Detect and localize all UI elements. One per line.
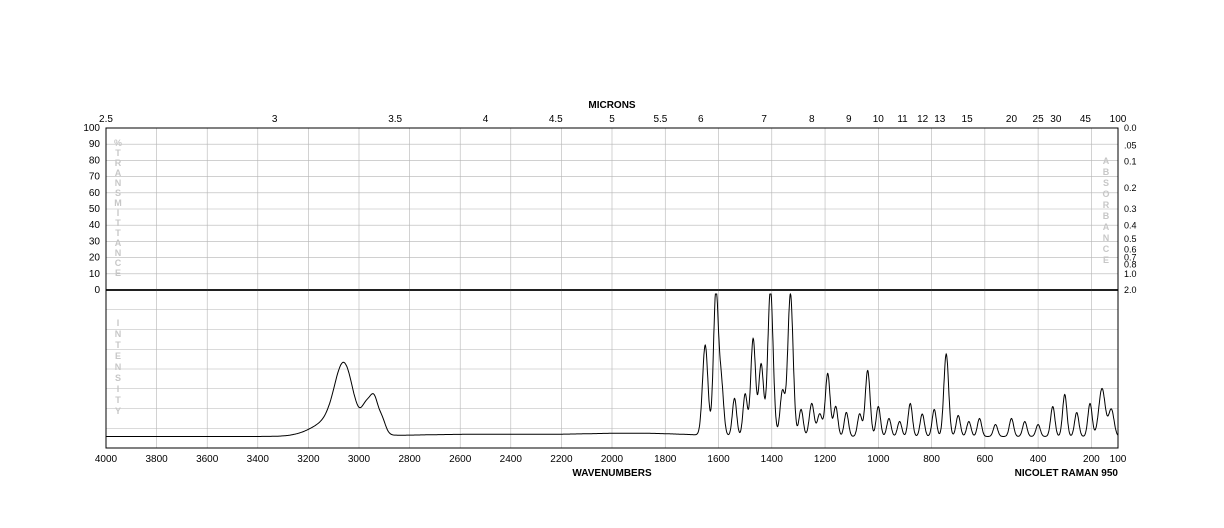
- wn-tick: 2400: [500, 454, 523, 465]
- abs-tick: .05: [1124, 141, 1137, 151]
- ghost-letter: A: [115, 168, 122, 178]
- ghost-letter: T: [115, 340, 121, 350]
- ghost-letter: A: [115, 238, 122, 248]
- ghost-letter: N: [115, 178, 122, 188]
- ghost-letter: %: [114, 138, 122, 148]
- ghost-letter: B: [1103, 167, 1110, 177]
- micron-tick: 15: [962, 114, 974, 125]
- ghost-letter: E: [115, 351, 121, 361]
- wn-tick: 1000: [867, 454, 890, 465]
- abs-tick: 0.2: [1124, 183, 1137, 193]
- trans-tick: 10: [89, 269, 101, 280]
- ghost-letter: C: [1103, 244, 1110, 254]
- ghost-letter: S: [1103, 178, 1109, 188]
- micron-tick: 3.5: [388, 114, 402, 125]
- trans-tick: 70: [89, 172, 101, 183]
- ghost-letter: S: [115, 373, 121, 383]
- ghost-letter: N: [1103, 233, 1110, 243]
- wn-tick: 1600: [707, 454, 730, 465]
- wn-tick: 1400: [761, 454, 784, 465]
- abs-tick: 0.3: [1124, 204, 1137, 214]
- ghost-letter: T: [115, 228, 121, 238]
- micron-tick: 4: [483, 114, 489, 125]
- ghost-letter: I: [117, 384, 120, 394]
- wn-tick: 4000: [95, 454, 118, 465]
- wn-tick: 1800: [654, 454, 677, 465]
- wn-tick: 2000: [601, 454, 624, 465]
- micron-tick: 25: [1033, 114, 1045, 125]
- wn-tick: 2800: [398, 454, 421, 465]
- micron-tick: 45: [1080, 114, 1092, 125]
- micron-tick: 12: [917, 114, 929, 125]
- micron-tick: 7: [761, 114, 767, 125]
- ghost-letter: Y: [115, 406, 121, 416]
- ghost-letter: N: [115, 329, 122, 339]
- micron-tick: 6: [698, 114, 704, 125]
- micron-tick: 13: [934, 114, 946, 125]
- wn-tick: 2200: [550, 454, 573, 465]
- micron-tick: 9: [846, 114, 852, 125]
- ghost-letter: O: [1102, 189, 1109, 199]
- ghost-letter: R: [115, 158, 122, 168]
- ghost-letter: N: [115, 362, 122, 372]
- abs-tick: 0.5: [1124, 234, 1137, 244]
- wn-tick: 3000: [348, 454, 371, 465]
- wn-tick: 3400: [247, 454, 270, 465]
- trans-tick: 30: [89, 236, 101, 247]
- micron-tick: 3: [272, 114, 278, 125]
- instrument-label: NICOLET RAMAN 950: [1015, 468, 1119, 479]
- ghost-letter: I: [117, 318, 120, 328]
- abs-tick: 1.0: [1124, 269, 1137, 279]
- micron-tick: 5: [609, 114, 615, 125]
- ghost-letter: I: [117, 208, 120, 218]
- wn-tick: 3800: [145, 454, 168, 465]
- wn-tick: 100: [1110, 454, 1127, 465]
- ghost-letter: C: [115, 258, 122, 268]
- ghost-letter: N: [115, 248, 122, 258]
- wn-tick: 400: [1030, 454, 1047, 465]
- spectrum-chart: { "layout": { "width": 1224, "height": 5…: [0, 0, 1224, 528]
- abs-tick: 0.4: [1124, 221, 1137, 231]
- ghost-letter: R: [1103, 200, 1110, 210]
- micron-tick: 20: [1006, 114, 1018, 125]
- micron-tick: 30: [1050, 114, 1062, 125]
- trans-tick: 20: [89, 253, 101, 264]
- ghost-letter: A: [1103, 156, 1110, 166]
- trans-tick: 90: [89, 139, 101, 150]
- ghost-letter: E: [1103, 255, 1109, 265]
- ghost-letter: T: [115, 218, 121, 228]
- trans-tick: 100: [83, 123, 100, 134]
- spectrum-svg: 01020304050607080901000.0.050.10.20.30.4…: [0, 0, 1224, 528]
- trans-tick: 50: [89, 204, 101, 215]
- x-title-top: MICRONS: [588, 100, 636, 111]
- micron-tick: 8: [809, 114, 815, 125]
- ghost-letter: T: [115, 395, 121, 405]
- wn-tick: 3200: [297, 454, 320, 465]
- wn-tick: 200: [1083, 454, 1100, 465]
- ghost-letter: E: [115, 268, 121, 278]
- micron-tick: 10: [873, 114, 885, 125]
- micron-tick: 11: [897, 114, 908, 125]
- ghost-letter: T: [115, 148, 121, 158]
- trans-tick: 80: [89, 155, 101, 166]
- abs-tick: 2.0: [1124, 285, 1137, 295]
- wn-tick: 2600: [449, 454, 472, 465]
- wn-tick: 600: [976, 454, 993, 465]
- ghost-letter: S: [115, 188, 121, 198]
- micron-tick: 5.5: [653, 114, 667, 125]
- micron-tick: 100: [1110, 114, 1127, 125]
- micron-tick: 4.5: [549, 114, 563, 125]
- trans-tick: 0: [94, 285, 100, 296]
- trans-tick: 60: [89, 188, 101, 199]
- wn-tick: 3600: [196, 454, 219, 465]
- trans-tick: 40: [89, 220, 101, 231]
- x-title-bottom: WAVENUMBERS: [572, 468, 652, 479]
- ghost-letter: B: [1103, 211, 1110, 221]
- ghost-letter: A: [1103, 222, 1110, 232]
- micron-tick: 2.5: [99, 114, 113, 125]
- ghost-letter: M: [114, 198, 122, 208]
- wn-tick: 800: [923, 454, 940, 465]
- abs-tick: 0.1: [1124, 156, 1137, 166]
- wn-tick: 1200: [814, 454, 837, 465]
